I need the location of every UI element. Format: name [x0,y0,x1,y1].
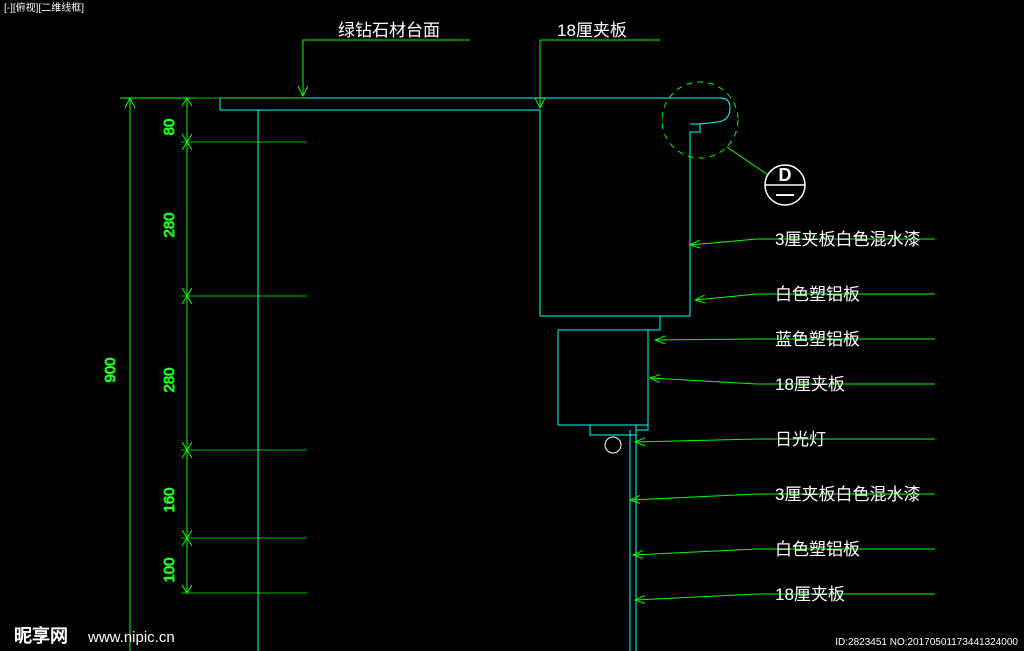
label-countertop: 绿钻石材台面 [298,21,470,96]
dim-value: 100 [161,557,178,582]
right-labels: 3厘夹板白色混水漆白色塑铝板蓝色塑铝板18厘夹板日光灯3厘夹板白色混水漆白色塑铝… [630,230,935,604]
right-label: 18厘夹板 [635,585,935,604]
right-label-text: 18厘夹板 [775,375,845,394]
right-label: 日光灯 [635,430,935,449]
cabinet-outline [220,98,730,651]
dim-value: 280 [161,212,178,237]
dimension-lines: 900 80 280 280 160 100 [102,98,307,651]
watermark-brand: 昵享网 [14,625,68,646]
right-label-text: 18厘夹板 [775,585,845,604]
dim-segment: 160 [161,450,307,538]
dim-stack: 80 280 280 160 100 [161,98,307,593]
detail-dash: — [776,184,794,204]
right-label: 白色塑铝板 [695,285,935,304]
dim-value: 80 [161,119,178,136]
light-fixture-icon [590,425,636,453]
right-label-text: 蓝色塑铝板 [775,330,860,349]
dim-overall: 900 [102,98,195,651]
right-label: 3厘夹板白色混水漆 [690,230,935,249]
label-countertop-text: 绿钻石材台面 [338,21,440,40]
dim-segment: 100 [161,538,307,593]
right-label: 白色塑铝板 [633,540,935,559]
top-labels: 绿钻石材台面 18厘夹板 [298,21,660,108]
dim-segment: 80 [161,98,307,142]
view-title: [-][俯视][二维线框] [4,1,84,14]
watermark-id: ID:2823451 NO:20170501173441324000 [835,637,1018,648]
dim-segment: 280 [161,142,307,296]
label-top-ply-text: 18厘夹板 [557,21,627,40]
right-label-text: 白色塑铝板 [775,285,860,304]
watermark: 昵享网 www.nipic.cn ID:2823451 NO:201705011… [14,625,1018,648]
right-label-text: 日光灯 [775,430,826,449]
detail-letter: D [779,165,792,185]
dim-overall-value: 900 [102,357,119,382]
watermark-url: www.nipic.cn [87,629,175,646]
detail-callout: D — [662,82,805,205]
cad-drawing: [-][俯视][二维线框] 900 80 280 280 160 100 [0,0,1024,651]
dim-segment: 280 [161,296,307,450]
right-label: 18厘夹板 [650,375,935,394]
label-top-ply: 18厘夹板 [535,21,660,108]
right-label: 蓝色塑铝板 [655,330,935,349]
right-label: 3厘夹板白色混水漆 [630,485,935,504]
right-label-text: 白色塑铝板 [775,540,860,559]
right-label-text: 3厘夹板白色混水漆 [775,485,920,504]
dim-value: 160 [161,487,178,512]
dim-value: 280 [161,367,178,392]
right-label-text: 3厘夹板白色混水漆 [775,230,920,249]
